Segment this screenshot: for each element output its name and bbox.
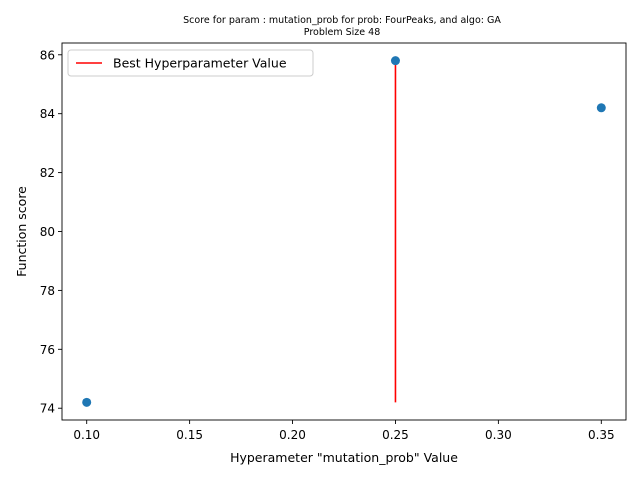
legend: Best Hyperparameter Value [67,49,314,77]
y-axis-label: Function score [14,186,29,277]
x-axis-label: Hyperameter "mutation_prob" Value [230,450,458,465]
plot-marks [82,56,606,407]
chart-title: Score for param : mutation_prob for prob… [183,15,501,26]
legend-best-line-label: Best Hyperparameter Value [113,56,287,71]
x-tick-label: 0.20 [279,428,306,442]
chart-subtitle: Problem Size 48 [304,27,380,38]
y-tick-label: 80 [40,225,55,239]
legend-box [67,49,314,77]
scatter-point [596,103,606,113]
x-tick-label: 0.10 [73,428,100,442]
y-tick-label: 78 [40,284,55,298]
x-tick-label: 0.35 [588,428,615,442]
x-tick-label: 0.15 [176,428,203,442]
y-axis-ticks: 74 76 78 80 82 84 86 [40,48,62,416]
y-tick-label: 74 [40,402,55,416]
y-tick-label: 86 [40,48,55,62]
x-axis-ticks: 0.10 0.15 0.20 0.25 0.30 0.35 [73,420,615,442]
x-tick-label: 0.30 [485,428,512,442]
scatter-point [390,56,400,66]
x-tick-label: 0.25 [382,428,409,442]
scatter-point [82,397,92,407]
y-tick-label: 82 [40,166,55,180]
plot-area-frame [61,42,627,421]
y-tick-label: 76 [40,343,55,357]
y-tick-label: 84 [40,107,55,121]
